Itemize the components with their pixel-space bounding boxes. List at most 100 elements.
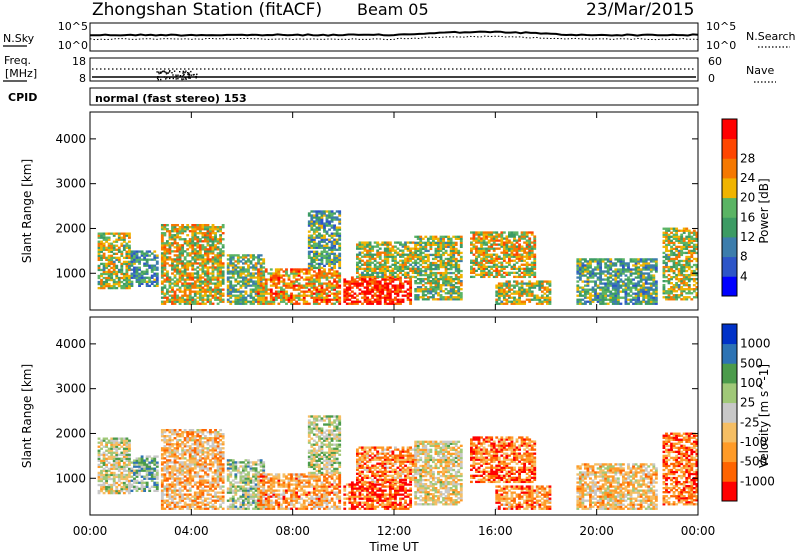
power-cell: [528, 271, 532, 275]
power-cell: [155, 256, 159, 259]
power-cell: [685, 265, 689, 269]
power-cell: [642, 290, 646, 293]
power-cell: [447, 257, 451, 261]
power-cell: [201, 296, 205, 299]
power-cell: [454, 261, 458, 265]
power-cell: [518, 273, 521, 277]
power-cell: [160, 234, 164, 237]
power-cell: [614, 270, 618, 273]
power-cell: [280, 286, 283, 289]
power-cell: [209, 250, 212, 253]
power-cell: [518, 275, 521, 279]
power-cell: [513, 267, 516, 270]
power-cell: [267, 272, 271, 275]
power-cell: [269, 300, 273, 303]
power-cell: [145, 272, 149, 275]
power-cell: [578, 268, 582, 271]
power-cell: [439, 263, 443, 267]
power-cell: [414, 243, 418, 247]
freq-scatter-point: [190, 74, 192, 76]
power-cell: [206, 252, 210, 255]
power-cell: [414, 294, 418, 297]
power-cell: [543, 288, 547, 291]
power-cell: [198, 256, 202, 259]
power-cell: [520, 267, 524, 270]
power-cell: [439, 257, 443, 261]
power-cell: [672, 298, 676, 301]
power-cell: [447, 235, 451, 238]
power-cell: [429, 263, 433, 267]
power-cell: [596, 268, 600, 271]
power-cell: [155, 262, 159, 265]
power-cell: [171, 264, 174, 267]
power-cell: [594, 274, 597, 277]
power-cell: [338, 254, 342, 257]
power-cell: [472, 253, 476, 256]
power-cell: [637, 272, 641, 275]
power-cell: [470, 275, 473, 279]
power-cell: [214, 268, 217, 271]
power-cell: [528, 257, 532, 260]
power-cell: [386, 247, 390, 250]
power-cell: [186, 276, 190, 279]
power-cell: [538, 298, 542, 301]
power-cell: [525, 243, 529, 246]
power-cell: [533, 284, 537, 287]
power-cell: [677, 239, 681, 242]
power-cell: [502, 302, 506, 305]
power-cell: [153, 274, 157, 277]
power-cell: [530, 265, 534, 268]
power-cell: [176, 288, 179, 291]
power-cell: [434, 263, 438, 267]
power-cell: [429, 296, 433, 299]
power-cell: [277, 280, 281, 283]
power-cell: [163, 292, 167, 295]
power-cell: [361, 290, 364, 293]
power-cell: [680, 298, 684, 301]
power-cell: [692, 245, 696, 249]
power-cell: [482, 273, 486, 277]
power-cell: [320, 288, 324, 291]
power-cell: [692, 229, 696, 232]
velocity-cell: [107, 487, 111, 491]
power-cell: [485, 259, 489, 262]
power-cell: [209, 282, 212, 285]
power-cell: [429, 290, 433, 293]
power-cell: [219, 242, 223, 245]
power-cell: [505, 282, 509, 285]
power-cell: [186, 248, 190, 251]
power-cell: [500, 284, 504, 287]
power-cell: [115, 256, 119, 260]
power-cell: [368, 280, 372, 283]
power-cell: [599, 268, 603, 271]
power-cell: [257, 258, 261, 261]
power-cell: [310, 256, 314, 260]
power-cell: [386, 269, 390, 272]
power-cell: [442, 261, 445, 265]
power-cell: [269, 302, 273, 305]
power-cell: [345, 292, 349, 295]
power-cell: [183, 264, 187, 267]
power-cell: [259, 276, 263, 279]
power-cell: [622, 284, 625, 287]
power-cell: [277, 302, 281, 305]
freq-scatter-point: [173, 70, 176, 72]
power-cell: [181, 226, 185, 229]
power-cell: [178, 274, 182, 277]
power-cell: [376, 241, 380, 244]
velocity-cell: [107, 477, 111, 481]
power-cell: [447, 277, 451, 281]
power-cell: [485, 241, 489, 244]
power-cell: [209, 244, 212, 247]
power-cell: [670, 290, 673, 293]
power-cell: [315, 300, 319, 303]
velocity-cell: [110, 457, 114, 460]
power-cell: [508, 255, 511, 258]
power-cell: [173, 300, 177, 303]
power-cell: [325, 284, 329, 287]
power-cell: [470, 237, 473, 240]
power-cell: [485, 255, 489, 258]
power-cell: [97, 240, 101, 243]
power-cell: [168, 278, 172, 281]
power-cell: [338, 238, 342, 241]
